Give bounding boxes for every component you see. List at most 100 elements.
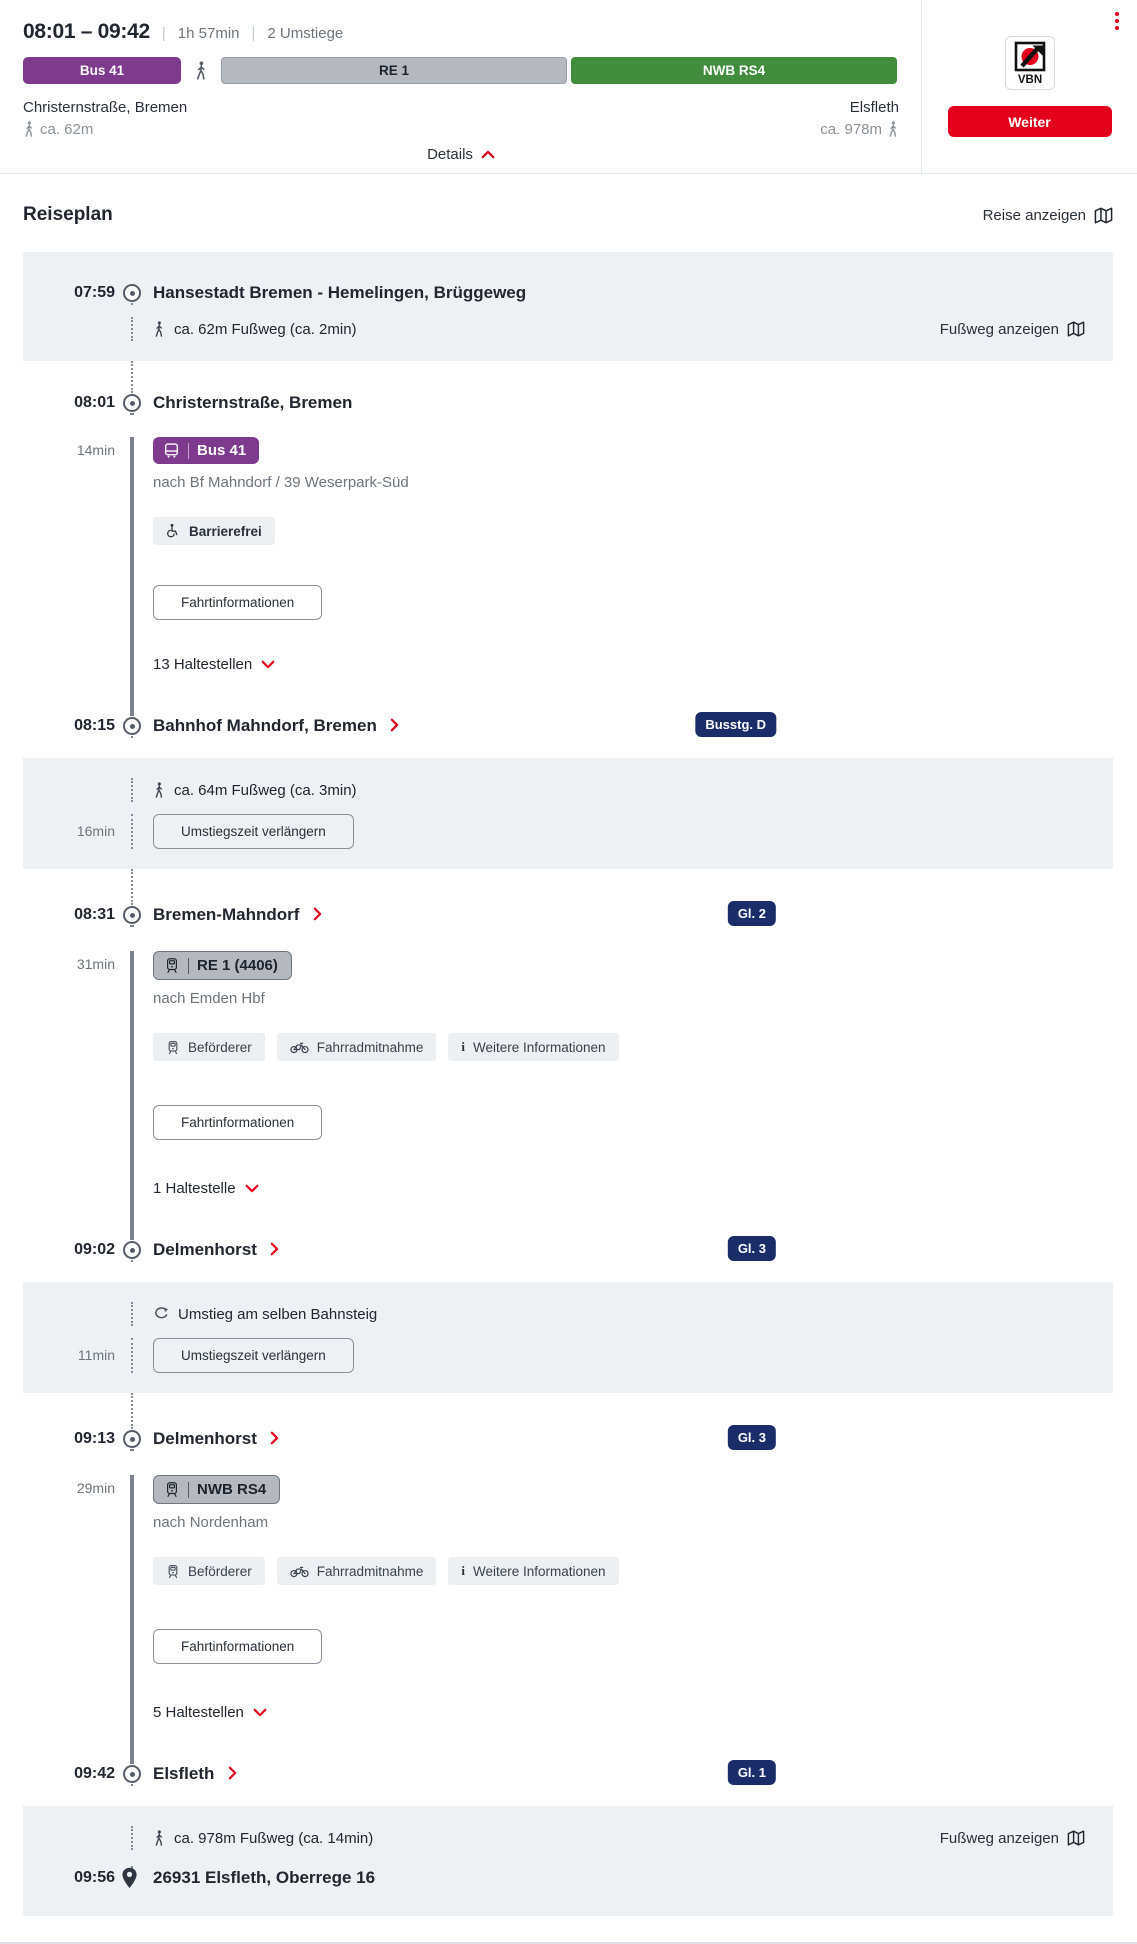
stop-marker (123, 1765, 141, 1783)
stop-time: 07:59 (74, 284, 115, 301)
trip-summary-line: 08:01 – 09:42 | 1h 57min | 2 Umstiege (23, 20, 921, 44)
feature-chip-barrierefrei: Barrierefrei (153, 517, 275, 545)
wheelchair-icon (166, 523, 181, 539)
stop-name-link[interactable]: Delmenhorst (153, 1429, 257, 1448)
chip-weitere-informationen[interactable]: i Weitere Informationen (448, 1033, 619, 1061)
extend-transfer-button[interactable]: Umstiegszeit verlängern (153, 1338, 354, 1373)
destination-block: Elsfleth ca. 978m (820, 99, 899, 138)
weiter-button[interactable]: Weiter (947, 106, 1112, 137)
walk-icon (887, 121, 899, 138)
leg-body-nwb: 29min NWB RS4 nach Nordenham (23, 1475, 1113, 1741)
train-icon (164, 1481, 180, 1498)
stop-name-link[interactable]: Bahnhof Mahndorf, Bremen (153, 716, 377, 735)
chip-weitere-informationen[interactable]: i Weitere Informationen (448, 1557, 619, 1585)
stop-time: 08:15 (74, 717, 115, 734)
leg-direction: nach Emden Hbf (153, 990, 265, 1007)
stop-name-link[interactable]: Bremen-Mahndorf (153, 905, 300, 924)
fahrtinformationen-button[interactable]: Fahrtinformationen (153, 585, 323, 620)
trip-transfers: 2 Umstiege (267, 25, 344, 42)
stop-name-link[interactable]: Elsfleth (153, 1764, 215, 1783)
walk-icon (153, 781, 165, 799)
walk-icon (153, 1829, 165, 1847)
line-badge-nwb-rs4[interactable]: NWB RS4 (153, 1475, 281, 1504)
stop-row-board-leg3: 09:13 Delmenhorst Gl. 3 (23, 1393, 1113, 1451)
stop-name: Christernstraße, Bremen (153, 393, 353, 412)
chip-fahrradmitnahme[interactable]: Fahrradmitnahme (276, 1033, 437, 1061)
chevron-right-icon (270, 1242, 279, 1256)
transfer-duration: 16min (76, 823, 115, 839)
leg-direction: nach Bf Mahndorf / 39 Weserpark-Süd (153, 474, 409, 491)
fahrtinformationen-button[interactable]: Fahrtinformationen (153, 1629, 323, 1664)
stop-row-alight-leg2: 09:02 Delmenhorst Gl. 3 (23, 1217, 1113, 1262)
train-icon (164, 957, 180, 974)
destination-row: 09:56 26931 Elsfleth, Oberrege 16 (23, 1866, 1085, 1890)
line-badge-re1[interactable]: RE 1 (4406) (153, 951, 292, 980)
chevron-right-icon (270, 1431, 279, 1445)
line-badge-bus-41[interactable]: Bus 41 (153, 437, 260, 464)
platform-badge: Busstg. D (695, 712, 776, 737)
details-toggle[interactable]: Details (23, 146, 899, 163)
origin-walk-distance: ca. 62m (40, 121, 94, 138)
line-label: Bus 41 (197, 442, 247, 459)
leg-body-re1: 31min RE 1 (4406) nach Emden Hb (23, 951, 1113, 1217)
stops-toggle[interactable]: 1 Haltestelle (153, 1180, 1113, 1217)
transfer-extend-row: 11min Umstiegszeit verlängern (23, 1338, 1085, 1373)
leg-pill-re1[interactable]: RE 1 (221, 57, 567, 84)
transfer-note-row: Umstieg am selben Bahnsteig (23, 1302, 1085, 1326)
chevron-down-icon (245, 1184, 259, 1193)
chip-befoerderer[interactable]: Beförderer (153, 1557, 265, 1585)
leg-pill-bus[interactable]: Bus 41 (23, 57, 181, 84)
timeline-rail (115, 1866, 153, 1890)
leg-duration: 29min (76, 1480, 115, 1496)
train-icon (166, 1040, 180, 1055)
legs-bar: Bus 41 RE 1 NWB RS4 (23, 57, 899, 84)
chip-fahrradmitnahme[interactable]: Fahrradmitnahme (276, 1557, 437, 1585)
platform-badge: Gl. 1 (727, 1760, 776, 1785)
destination-pin-icon (121, 1867, 138, 1889)
extend-transfer-button[interactable]: Umstiegszeit verlängern (153, 814, 354, 849)
timeline-rail (115, 272, 153, 305)
kebab-menu-icon[interactable] (1115, 12, 1119, 30)
chip-befoerderer[interactable]: Beförderer (153, 1033, 265, 1061)
stop-marker (123, 394, 141, 412)
walk-icon (181, 61, 221, 81)
map-icon (1067, 1830, 1085, 1846)
leg-pill-nwb-rs4[interactable]: NWB RS4 (571, 57, 897, 84)
walk-text: ca. 64m Fußweg (ca. 3min) (174, 781, 357, 799)
stop-name-link[interactable]: Delmenhorst (153, 1240, 257, 1259)
show-footpath-link[interactable]: Fußweg anzeigen (940, 1830, 1085, 1847)
line-label: RE 1 (4406) (197, 957, 278, 974)
chevron-right-icon (390, 718, 399, 732)
platform-badge: Gl. 2 (727, 901, 776, 926)
show-footpath-link[interactable]: Fußweg anzeigen (940, 321, 1085, 338)
trip-duration: 1h 57min (177, 25, 240, 42)
stop-row-board-leg1: 08:01 Christernstraße, Bremen (23, 361, 1113, 415)
leg-body-bus: 14min Bus 41 nach Bf Mahndorf / (23, 437, 1113, 693)
stops-toggle[interactable]: 13 Haltestellen (153, 656, 1113, 693)
origin-walk: ca. 62m (23, 121, 187, 138)
walk-panel-start: 07:59 Hansestadt Bremen - Hemelingen, Br… (23, 252, 1113, 361)
bicycle-icon (290, 1565, 309, 1578)
stop-marker (123, 1241, 141, 1259)
trip-summary-card: 08:01 – 09:42 | 1h 57min | 2 Umstiege Bu… (0, 0, 1137, 174)
chip-label: Weitere Informationen (472, 1563, 606, 1579)
platform-badge: Gl. 3 (727, 1236, 776, 1261)
chevron-right-icon (313, 907, 322, 921)
timeline-rail (115, 1217, 153, 1262)
stop-time: 08:31 (74, 906, 115, 923)
show-route-link[interactable]: Reise anzeigen (983, 207, 1113, 224)
transfer-note: Umstieg am selben Bahnsteig (178, 1305, 378, 1323)
stop-row-alight-leg3: 09:42 Elsfleth Gl. 1 (23, 1741, 1113, 1786)
bus-icon (163, 442, 180, 459)
walk-row: ca. 978m Fußweg (ca. 14min) Fußweg anzei… (23, 1826, 1085, 1850)
fahrtinformationen-button[interactable]: Fahrtinformationen (153, 1105, 323, 1140)
arrival-time: 09:56 (74, 1869, 115, 1886)
map-icon (1094, 207, 1113, 224)
footpath-link-label: Fußweg anzeigen (939, 1829, 1059, 1847)
destination-address: 26931 Elsfleth, Oberrege 16 (153, 1868, 376, 1887)
stop-time: 08:01 (74, 394, 115, 411)
trip-endpoints: Christernstraße, Bremen ca. 62m Elsfleth (23, 99, 899, 138)
show-route-label: Reise anzeigen (982, 206, 1086, 224)
stops-toggle[interactable]: 5 Haltestellen (153, 1704, 1113, 1741)
timeline-rail (115, 361, 153, 415)
